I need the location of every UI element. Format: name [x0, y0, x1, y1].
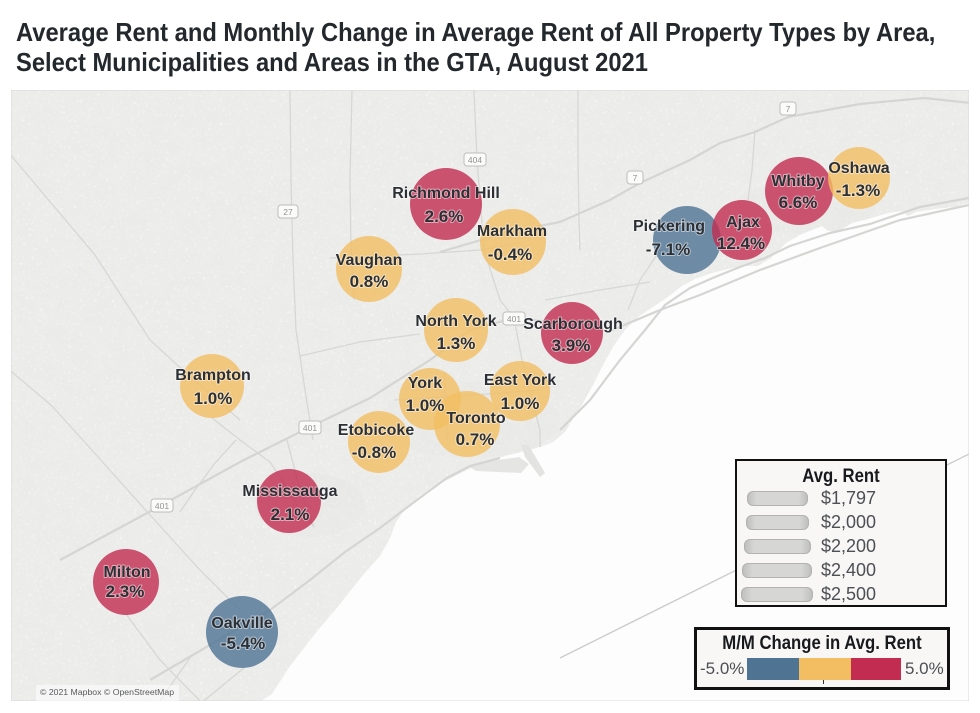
svg-text:0.8%: 0.8% [350, 272, 389, 291]
svg-text:Richmond Hill: Richmond Hill [392, 185, 500, 202]
svg-text:12.4%: 12.4% [717, 234, 765, 253]
svg-text:Pickering: Pickering [633, 218, 705, 235]
svg-text:2.3%: 2.3% [106, 582, 145, 601]
svg-text:404: 404 [468, 155, 482, 165]
svg-text:27: 27 [283, 207, 293, 217]
svg-text:7: 7 [633, 173, 638, 183]
svg-text:2.6%: 2.6% [425, 207, 464, 226]
svg-text:Vaughan: Vaughan [336, 252, 403, 269]
svg-text:6.6%: 6.6% [779, 193, 818, 212]
svg-text:-7.1%: -7.1% [646, 240, 690, 259]
svg-text:North York: North York [415, 313, 496, 330]
svg-text:401: 401 [303, 423, 317, 433]
svg-text:Toronto: Toronto [446, 410, 505, 427]
svg-text:Scarborough: Scarborough [523, 316, 623, 333]
svg-text:1.0%: 1.0% [501, 394, 540, 413]
svg-text:1.0%: 1.0% [194, 389, 233, 408]
svg-text:401: 401 [155, 501, 169, 511]
svg-text:7: 7 [786, 104, 791, 114]
svg-text:Mississauga: Mississauga [242, 483, 337, 500]
svg-text:-0.4%: -0.4% [488, 245, 532, 264]
svg-text:East York: East York [484, 372, 556, 389]
svg-text:-1.3%: -1.3% [836, 181, 880, 200]
svg-text:2.1%: 2.1% [271, 505, 310, 524]
svg-text:York: York [408, 375, 442, 392]
svg-text:3.9%: 3.9% [552, 336, 591, 355]
svg-text:1.3%: 1.3% [437, 334, 476, 353]
svg-text:1.0%: 1.0% [406, 396, 445, 415]
svg-text:0.7%: 0.7% [456, 430, 495, 449]
svg-text:-0.8%: -0.8% [352, 443, 396, 462]
svg-text:-5.4%: -5.4% [221, 634, 265, 653]
svg-text:401: 401 [507, 314, 521, 324]
svg-text:Milton: Milton [103, 564, 150, 581]
svg-text:Whitby: Whitby [771, 173, 824, 190]
svg-text:Ajax: Ajax [726, 214, 760, 231]
svg-text:Markham: Markham [477, 223, 547, 240]
svg-text:Brampton: Brampton [175, 367, 251, 384]
svg-text:Etobicoke: Etobicoke [338, 422, 415, 439]
svg-text:Oakville: Oakville [211, 615, 272, 632]
svg-text:Oshawa: Oshawa [828, 160, 889, 177]
